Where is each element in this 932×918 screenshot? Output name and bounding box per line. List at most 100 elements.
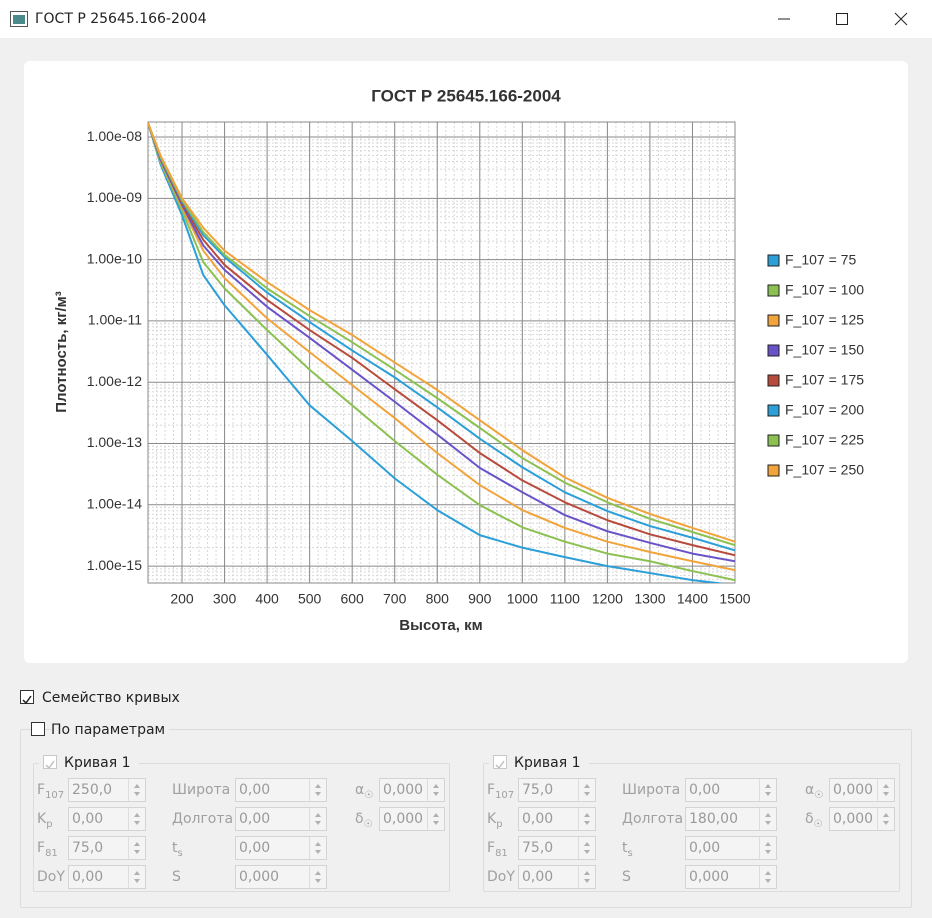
spin-arrows xyxy=(134,813,140,825)
spin-arrows xyxy=(315,813,321,825)
legend-swatch xyxy=(767,434,780,447)
legend-label: F_107 = 175 xyxy=(785,372,864,388)
field-label: Долгота xyxy=(622,810,683,828)
spin-buttons xyxy=(309,779,326,801)
family-label[interactable]: Семейство кривых xyxy=(42,690,180,706)
field-label-text: Долгота xyxy=(172,811,234,827)
field-value: 0,000 xyxy=(833,811,874,827)
legend-label: F_107 = 75 xyxy=(785,252,856,268)
field-input: 75,0 xyxy=(518,778,596,802)
spin-arrows xyxy=(134,784,140,796)
field-input: 0,00 xyxy=(68,865,146,889)
field-label-sub: ☉ xyxy=(814,789,824,801)
spin-buttons xyxy=(877,808,894,830)
y-tick-label: 1.00e-08 xyxy=(87,128,142,144)
legend-label: F_107 = 125 xyxy=(785,312,864,328)
x-axis-label: Высота, км xyxy=(399,617,482,634)
group-checkbox xyxy=(43,755,57,770)
field-input: 75,0 xyxy=(518,836,596,860)
series-lines xyxy=(148,122,735,583)
spin-buttons xyxy=(877,779,894,801)
family-checkbox[interactable] xyxy=(20,690,34,705)
params-label[interactable]: По параметрам xyxy=(51,721,170,739)
spin-arrows xyxy=(765,871,771,883)
x-tick-label: 800 xyxy=(426,591,450,607)
legend-swatch xyxy=(767,284,780,297)
group-title-bg xyxy=(39,754,139,772)
x-tick-label: 300 xyxy=(213,591,237,607)
series-line xyxy=(148,122,735,572)
spin-arrows xyxy=(765,813,771,825)
field-label: S xyxy=(172,868,181,886)
y-tick-label: 1.00e-09 xyxy=(87,189,142,205)
legend-label: F_107 = 225 xyxy=(785,432,864,448)
field-label-text: Широта xyxy=(622,782,681,798)
field-label-text: F xyxy=(487,782,496,798)
window-title: ГОСТ Р 25645.166-2004 xyxy=(35,11,207,27)
group-title-bg xyxy=(489,754,589,772)
field-value: 75,0 xyxy=(72,840,104,856)
series-line xyxy=(148,122,735,543)
field-label-text: K xyxy=(487,811,497,827)
field-label-text: α xyxy=(805,782,815,798)
spin-arrows xyxy=(584,842,590,854)
spin-buttons xyxy=(578,808,595,830)
legend-swatch xyxy=(767,314,780,327)
spin-buttons xyxy=(578,837,595,859)
field-label-text: t xyxy=(172,840,178,856)
x-tick-label: 400 xyxy=(255,591,279,607)
field-value: 0,00 xyxy=(239,782,271,798)
chart-title: ГОСТ Р 25645.166-2004 xyxy=(371,86,561,105)
field-value: 180,00 xyxy=(689,811,738,827)
spin-arrows xyxy=(315,842,321,854)
params-checkbox[interactable] xyxy=(31,722,45,736)
spin-arrows xyxy=(883,784,889,796)
field-label: F81 xyxy=(487,839,508,863)
series-line xyxy=(148,122,735,552)
field-label-sub: s xyxy=(627,847,633,859)
field-value: 0,00 xyxy=(689,782,721,798)
spin-buttons xyxy=(578,779,595,801)
spin-arrows xyxy=(584,813,590,825)
spin-arrows xyxy=(433,813,439,825)
field-value: 0,000 xyxy=(383,782,424,798)
field-value: 0,000 xyxy=(833,782,874,798)
legend-swatch xyxy=(767,254,780,267)
field-input: 0,000 xyxy=(235,865,327,889)
y-axis-label: Плотность, кг/м³ xyxy=(53,291,70,413)
y-tick-label: 1.00e-14 xyxy=(87,496,142,512)
series-line xyxy=(148,122,735,582)
field-label: Долгота xyxy=(172,810,233,828)
x-tick-label: 900 xyxy=(468,591,492,607)
field-label-sub: 107 xyxy=(45,789,65,801)
field-label-sub: 81 xyxy=(495,847,508,859)
spin-arrows xyxy=(584,871,590,883)
field-input: 180,00 xyxy=(685,807,777,831)
field-label-text: F xyxy=(37,840,46,856)
legend-label: F_107 = 250 xyxy=(785,462,864,478)
x-tick-label: 1500 xyxy=(719,591,750,607)
field-value: 75,0 xyxy=(522,840,554,856)
spin-buttons xyxy=(128,779,145,801)
field-input: 0,00 xyxy=(518,807,596,831)
field-label: F107 xyxy=(487,781,514,805)
field-value: 0,00 xyxy=(689,840,721,856)
y-tick-label: 1.00e-13 xyxy=(87,434,142,450)
field-input: 0,000 xyxy=(379,778,445,802)
field-label-text: α xyxy=(355,782,365,798)
series-line xyxy=(148,122,735,563)
y-tick-label: 1.00e-11 xyxy=(88,312,142,328)
field-value: 250,0 xyxy=(72,782,113,798)
field-input: 250,0 xyxy=(68,778,146,802)
group-title: Кривая 1 xyxy=(64,755,131,771)
x-tick-label: 700 xyxy=(383,591,407,607)
window-buttons[interactable] xyxy=(760,0,932,38)
spin-buttons xyxy=(309,866,326,888)
field-input: 0,00 xyxy=(235,836,327,860)
spin-arrows xyxy=(433,784,439,796)
field-label-text: t xyxy=(622,840,628,856)
field-label-text: F xyxy=(37,782,46,798)
field-label-text: Долгота xyxy=(622,811,684,827)
spin-buttons xyxy=(427,808,444,830)
